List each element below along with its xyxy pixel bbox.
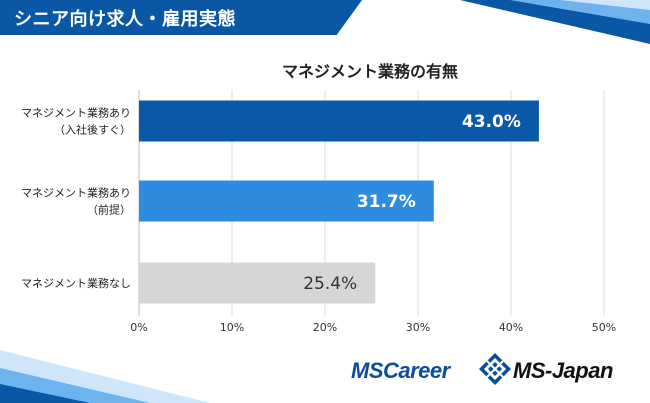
bar-value-label: 25.4% (303, 274, 357, 294)
x-tick-label: 50% (592, 321, 616, 334)
category-label: マネジメント業務あり (21, 106, 131, 120)
bar-value-label: 31.7% (357, 192, 416, 212)
bar (139, 180, 434, 222)
header-banner (0, 0, 362, 35)
header-title: シニア向け求人・雇用実態 (14, 9, 236, 30)
category-label: （前提） (87, 203, 131, 217)
x-tick-label: 0% (130, 321, 147, 334)
x-tick-label: 30% (406, 321, 430, 334)
chart-title: マネジメント業務の有無 (281, 62, 458, 81)
x-tick-label: 10% (220, 321, 244, 334)
bar (139, 262, 376, 304)
x-tick-label: 20% (313, 321, 337, 334)
x-tick-label: 40% (499, 321, 523, 334)
category-label: マネジメント業務あり (21, 186, 131, 200)
category-label: マネジメント業務なし (21, 276, 131, 290)
category-label: （入社後すぐ） (54, 123, 131, 137)
bottom-left-stripe-dark (0, 384, 90, 403)
bar (139, 100, 539, 142)
bar-value-label: 43.0% (462, 112, 521, 132)
top-right-stripe-pale (560, 0, 650, 10)
ms-japan-logo: MS-Japan (513, 358, 613, 383)
ms-diamond-icon (479, 353, 511, 385)
mscareer-logo: MSCareer (351, 358, 450, 383)
